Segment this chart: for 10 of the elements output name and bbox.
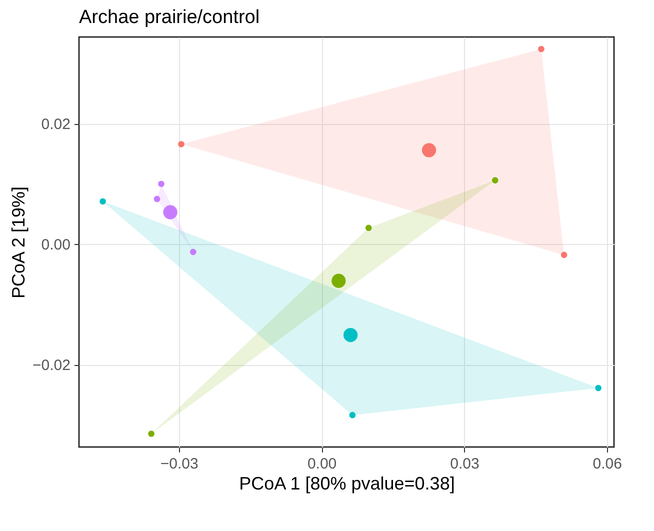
- x-tick-label: 0.06: [592, 456, 622, 472]
- chart-title: Archae prairie/control: [79, 7, 260, 28]
- y-tick-label: 0.02: [41, 116, 70, 134]
- y-axis-title: PCoA 2 [19%]: [8, 186, 29, 299]
- x-tick-label: −0.03: [160, 456, 198, 472]
- x-tick-label: 0.03: [450, 456, 480, 472]
- x-axis-title: PCoA 1 [80% pvalue=0.38]: [239, 474, 455, 494]
- y-tick-label: 0.00: [41, 236, 70, 254]
- y-tick-label: −0.02: [32, 357, 70, 374]
- x-tick-label: 0.00: [307, 456, 337, 472]
